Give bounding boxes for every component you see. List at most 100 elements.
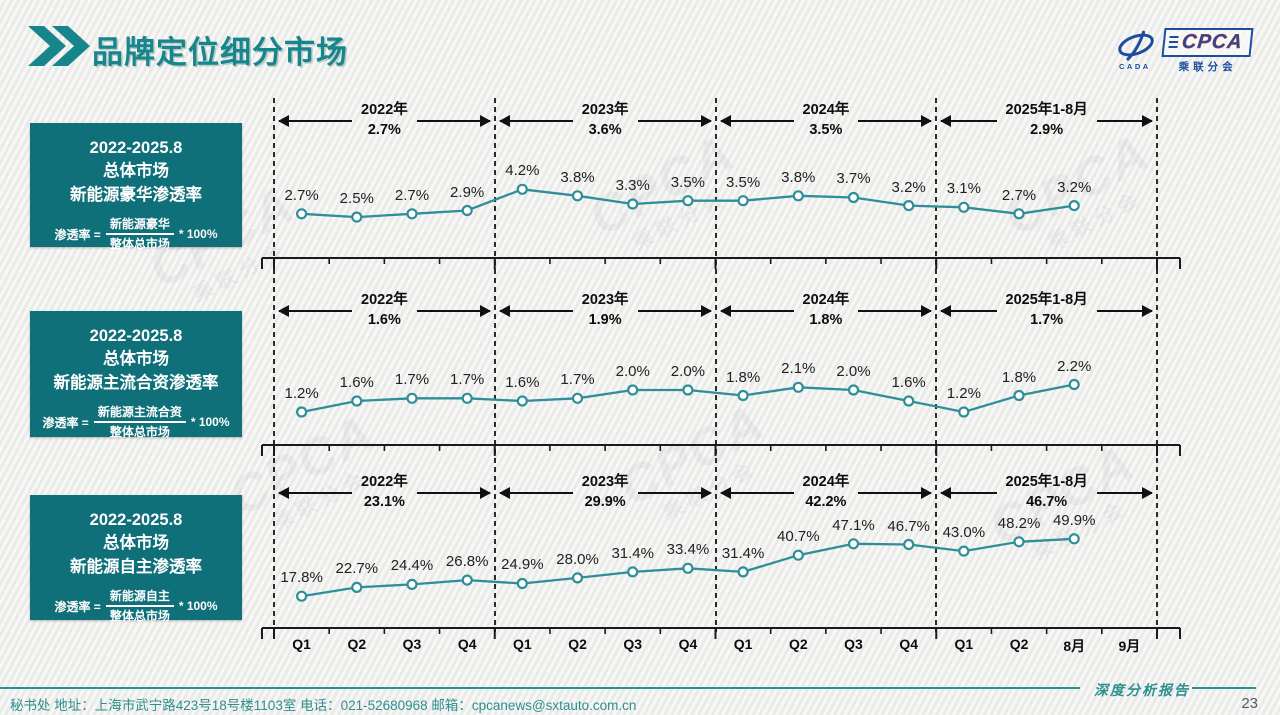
info-box-title: 2022-2025.8 总体市场 新能源主流合资渗透率 xyxy=(53,327,219,392)
value-label: 2.1% xyxy=(781,360,816,378)
year-segment: 2024年 1.8% xyxy=(716,285,937,337)
data-point xyxy=(737,389,749,402)
data-point xyxy=(351,211,363,223)
segment-arrow-left xyxy=(719,487,794,499)
year-segment: 2022年 23.1% xyxy=(274,467,495,519)
data-point xyxy=(627,566,639,578)
data-point xyxy=(847,538,860,550)
data-point xyxy=(627,198,639,210)
segment-average: 1.9% xyxy=(588,312,622,328)
segment-label: 2022年 23.1% xyxy=(352,473,417,512)
x-axis-label: 9月 xyxy=(1118,638,1141,654)
segment-label: 2025年1-8月 2.9% xyxy=(997,101,1097,140)
segment-average: 1.6% xyxy=(367,312,401,328)
data-point xyxy=(1013,389,1025,402)
value-label: 1.7% xyxy=(560,371,595,389)
data-point xyxy=(847,384,860,396)
segment-label: 2023年 29.9% xyxy=(573,473,638,512)
line-chart xyxy=(261,183,1181,269)
segment-arrow-left xyxy=(940,115,997,127)
value-label: 3.5% xyxy=(670,173,706,191)
value-label: 4.2% xyxy=(505,162,540,180)
x-axis-label: Q4 xyxy=(678,636,698,652)
segment-label: 2024年 3.5% xyxy=(794,101,859,140)
value-label: 2.0% xyxy=(670,363,706,380)
dashed-divider xyxy=(1156,98,1158,632)
data-point xyxy=(571,190,584,202)
segment-period: 2023年 xyxy=(581,292,629,309)
segment-arrow-left xyxy=(719,115,794,127)
data-point xyxy=(406,208,418,220)
segment-arrow-right xyxy=(637,487,712,499)
value-label: 2.5% xyxy=(339,190,374,208)
data-point xyxy=(958,406,970,418)
penetration-formula: 渗透率 = 新能源主流合资 整体总市场 * 100% xyxy=(42,405,230,440)
chevron-icon xyxy=(28,26,90,66)
data-point xyxy=(571,392,584,404)
value-label: 1.6% xyxy=(339,374,374,391)
segment-arrow-right xyxy=(416,305,491,317)
page-title: 品牌定位细分市场 xyxy=(92,35,348,70)
data-point xyxy=(406,392,418,404)
value-label: 24.4% xyxy=(390,557,434,575)
segment-period: 2022年 xyxy=(361,102,408,119)
value-label: 3.2% xyxy=(891,178,926,196)
segment-average: 42.2% xyxy=(805,494,847,510)
x-axis-label: Q1 xyxy=(292,636,311,652)
segment-arrow-left xyxy=(940,487,997,499)
x-axis-label: 8月 xyxy=(1063,638,1086,654)
year-segment: 2025年1-8月 1.7% xyxy=(936,285,1157,337)
segment-arrow-right xyxy=(637,115,712,127)
data-point xyxy=(737,566,749,578)
x-axis-label: Q2 xyxy=(788,636,808,652)
value-label: 22.7% xyxy=(335,560,379,578)
x-axis-label: Q4 xyxy=(457,636,477,652)
value-label: 1.6% xyxy=(891,374,926,391)
value-label: 3.8% xyxy=(781,168,816,186)
value-label: 1.2% xyxy=(284,385,319,402)
data-point xyxy=(295,406,308,418)
segment-arrow-left xyxy=(278,487,352,499)
value-label: 47.1% xyxy=(832,516,875,534)
segment-period: 2024年 xyxy=(802,474,850,491)
segment-arrow-right xyxy=(637,305,712,317)
segment-arrow-left xyxy=(278,305,352,317)
value-label: 48.2% xyxy=(997,514,1041,532)
value-label: 28.0% xyxy=(556,550,599,568)
segment-average: 29.9% xyxy=(584,494,626,510)
x-axis-label: Q3 xyxy=(623,636,643,652)
segment-arrow-right xyxy=(858,487,933,499)
segment-average: 3.6% xyxy=(588,122,622,138)
year-segment-row: 2022年 23.1% 2023年 29.9% 2024年 42.2% 2025年1-8月 4… xyxy=(274,467,1157,519)
segment-arrow-right xyxy=(858,305,933,317)
segment-label: 2022年 2.7% xyxy=(352,101,417,140)
cada-label: CADA xyxy=(1119,62,1151,70)
segment-period: 2023年 xyxy=(581,474,629,491)
segment-average: 1.8% xyxy=(809,312,843,328)
year-segment: 2025年1-8月 2.9% xyxy=(936,95,1157,147)
value-label: 46.7% xyxy=(887,517,930,535)
data-point xyxy=(903,395,915,407)
line-chart xyxy=(261,533,1181,639)
value-label: 26.8% xyxy=(445,553,489,571)
segment-period: 2024年 xyxy=(802,102,850,119)
year-segment: 2023年 3.6% xyxy=(495,95,716,147)
segment-average: 3.5% xyxy=(809,122,843,138)
data-point xyxy=(1013,536,1025,548)
year-segment: 2024年 3.5% xyxy=(716,95,937,147)
segment-average: 2.9% xyxy=(1030,122,1064,138)
data-point xyxy=(1068,378,1080,391)
segment-average: 1.7% xyxy=(1030,312,1064,328)
dashed-divider xyxy=(273,98,275,632)
info-box-luxury: 2022-2025.8 总体市场 新能源豪华渗透率 渗透率 = 新能源豪华 整体总… xyxy=(30,123,242,251)
value-label: 49.9% xyxy=(1052,511,1096,529)
segment-arrow-left xyxy=(498,487,573,499)
segment-arrow-right xyxy=(416,487,491,499)
data-point xyxy=(627,384,639,396)
dashed-divider xyxy=(935,98,938,632)
year-segment: 2024年 42.2% xyxy=(716,467,937,519)
value-label: 43.0% xyxy=(942,524,986,542)
x-axis-label: Q4 xyxy=(899,636,918,652)
segment-arrow-left xyxy=(278,115,352,127)
x-axis-label: Q2 xyxy=(1009,636,1029,652)
